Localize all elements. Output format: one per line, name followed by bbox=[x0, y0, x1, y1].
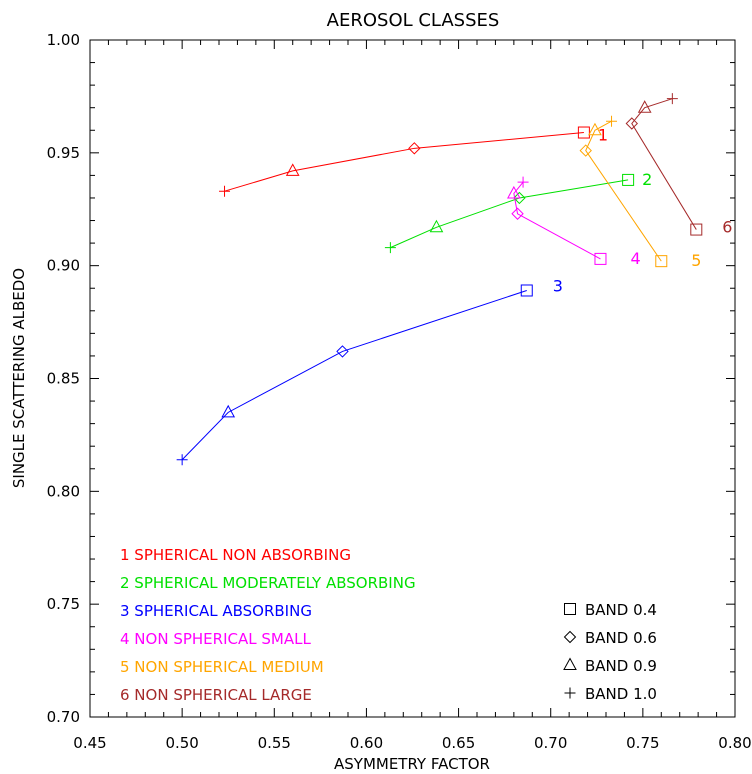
series-6: 6 bbox=[625, 93, 732, 237]
data-point-band-0-4 bbox=[520, 284, 533, 297]
y-tick-label: 0.80 bbox=[47, 482, 80, 500]
legend-entry: 5 NON SPHERICAL MEDIUM bbox=[120, 658, 324, 676]
data-point-band-0-6 bbox=[513, 191, 526, 205]
series-line bbox=[585, 120, 662, 262]
data-point-band-1-0 bbox=[666, 93, 678, 105]
data-point-band-0-6 bbox=[408, 142, 421, 155]
legend-plus-icon bbox=[564, 687, 576, 699]
data-point-band-0-9 bbox=[507, 185, 521, 199]
legend-entry: 3 SPHERICAL ABSORBING bbox=[120, 602, 312, 620]
series-end-label: 6 bbox=[722, 218, 732, 237]
data-point-band-0-4 bbox=[690, 223, 703, 236]
x-tick-label: 0.80 bbox=[718, 734, 751, 752]
x-axis: 0.45 0.50 0.55 0.60 0.65 0.70 0.75 0.80 bbox=[73, 40, 752, 752]
marker-legend-label: BAND 0.9 bbox=[585, 657, 657, 675]
series-4: 4 bbox=[507, 176, 641, 268]
data-point-band-1-0 bbox=[606, 115, 618, 127]
series-end-label: 5 bbox=[691, 251, 701, 270]
data-point-band-0-6 bbox=[625, 117, 639, 130]
y-tick-label: 1.00 bbox=[47, 31, 80, 49]
series-line bbox=[224, 132, 584, 192]
legend-triangle-icon bbox=[563, 657, 577, 670]
marker-legend-label: BAND 0.4 bbox=[585, 601, 657, 619]
series-line bbox=[513, 181, 601, 260]
y-tick-label: 0.95 bbox=[47, 144, 80, 162]
marker-legend: BAND 0.4 BAND 0.6 BAND 0.9 BAND 1.0 bbox=[563, 601, 657, 703]
data-point-band-0-4 bbox=[594, 252, 607, 265]
series-5: 5 bbox=[579, 115, 701, 270]
series-end-label: 3 bbox=[553, 276, 563, 295]
series-line bbox=[181, 290, 527, 461]
legend-square-icon bbox=[564, 603, 576, 615]
y-tick-label: 0.70 bbox=[47, 708, 80, 726]
x-tick-label: 0.55 bbox=[258, 734, 291, 752]
marker-legend-label: BAND 0.6 bbox=[585, 629, 657, 647]
x-tick-label: 0.60 bbox=[350, 734, 383, 752]
series-1: 1 bbox=[219, 126, 608, 197]
x-tick-label: 0.75 bbox=[626, 734, 659, 752]
data-point-band-1-0 bbox=[176, 454, 188, 466]
series-2: 2 bbox=[384, 170, 652, 254]
x-tick-label: 0.65 bbox=[442, 734, 475, 752]
legend-entry: 4 NON SPHERICAL SMALL bbox=[120, 630, 311, 648]
series-line bbox=[390, 179, 629, 249]
series-end-label: 2 bbox=[642, 170, 652, 189]
data-point-band-0-4 bbox=[655, 255, 668, 268]
legend-entry: 2 SPHERICAL MODERATELY ABSORBING bbox=[120, 574, 416, 592]
data-point-band-1-0 bbox=[219, 185, 231, 197]
series-legend: 1 SPHERICAL NON ABSORBING 2 SPHERICAL MOD… bbox=[120, 546, 416, 704]
marker-legend-label: BAND 1.0 bbox=[585, 685, 657, 703]
legend-entry: 6 NON SPHERICAL LARGE bbox=[120, 686, 312, 704]
x-axis-title: ASYMMETRY FACTOR bbox=[334, 755, 490, 773]
data-point-band-0-9 bbox=[429, 219, 444, 233]
legend-entry: 1 SPHERICAL NON ABSORBING bbox=[120, 546, 351, 564]
series-line bbox=[631, 98, 697, 230]
data-point-band-1-0 bbox=[384, 242, 396, 254]
y-tick-label: 0.90 bbox=[47, 257, 80, 275]
series-end-label: 4 bbox=[630, 249, 640, 268]
data-point-band-0-6 bbox=[336, 345, 349, 358]
y-axis: 0.70 0.75 0.80 0.85 0.90 0.95 1.00 bbox=[47, 31, 735, 726]
series-3: 3 bbox=[176, 276, 563, 466]
data-point-band-0-9 bbox=[221, 404, 236, 418]
data-point-band-1-0 bbox=[517, 176, 529, 188]
x-tick-label: 0.70 bbox=[534, 734, 567, 752]
series-end-label: 1 bbox=[598, 126, 608, 145]
data-point-band-0-6 bbox=[511, 207, 524, 220]
series-layer: 1 2 3 4 5 6 bbox=[176, 93, 732, 466]
data-point-band-0-9 bbox=[588, 122, 602, 136]
x-tick-label: 0.45 bbox=[73, 734, 106, 752]
data-point-band-0-9 bbox=[637, 100, 652, 113]
legend-diamond-icon bbox=[563, 630, 577, 644]
y-tick-label: 0.75 bbox=[47, 595, 80, 613]
x-tick-label: 0.50 bbox=[165, 734, 198, 752]
data-point-band-0-6 bbox=[579, 144, 592, 157]
data-point-band-0-4 bbox=[577, 126, 590, 139]
data-point-band-0-9 bbox=[285, 163, 300, 176]
chart-title: AEROSOL CLASSES bbox=[327, 10, 500, 31]
y-tick-label: 0.85 bbox=[47, 370, 80, 388]
y-axis-title: SINGLE SCATTERING ALBEDO bbox=[10, 268, 28, 488]
data-point-band-0-4 bbox=[622, 173, 635, 186]
